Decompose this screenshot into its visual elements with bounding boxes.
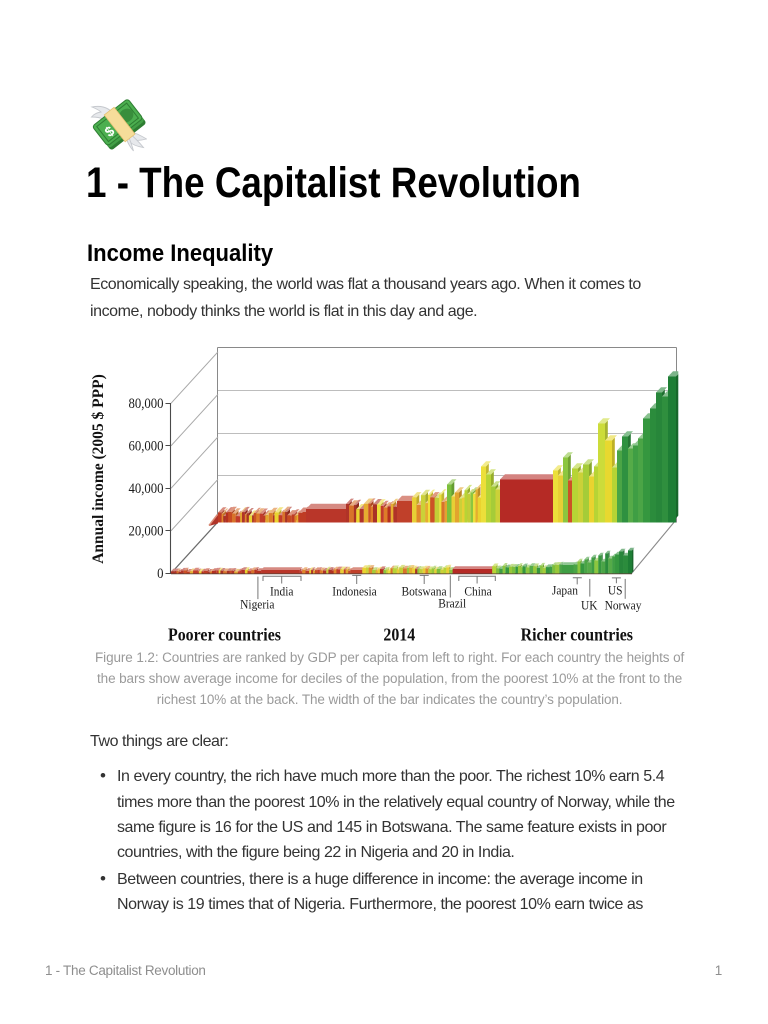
- svg-text:2014: 2014: [383, 625, 415, 645]
- svg-text:0: 0: [157, 565, 164, 581]
- svg-text:Richer countries: Richer countries: [521, 625, 634, 645]
- svg-text:Norway: Norway: [605, 598, 643, 613]
- svg-text:UK: UK: [581, 598, 598, 613]
- svg-text:Indonesia: Indonesia: [332, 584, 377, 599]
- svg-text:Brazil: Brazil: [438, 596, 466, 611]
- svg-text:Botswana: Botswana: [401, 584, 447, 599]
- svg-text:Japan: Japan: [552, 583, 578, 598]
- svg-text:80,000: 80,000: [128, 395, 163, 411]
- svg-text:Nigeria: Nigeria: [240, 597, 275, 612]
- svg-text:Annual income (2005 $ PPP): Annual income (2005 $ PPP): [90, 374, 107, 564]
- svg-text:US: US: [608, 583, 623, 598]
- svg-text:Poorer countries: Poorer countries: [168, 625, 281, 645]
- svg-text:India: India: [270, 584, 294, 599]
- svg-text:60,000: 60,000: [128, 438, 163, 454]
- svg-text:40,000: 40,000: [128, 480, 163, 496]
- svg-text:20,000: 20,000: [128, 523, 163, 539]
- svg-text:China: China: [464, 584, 492, 599]
